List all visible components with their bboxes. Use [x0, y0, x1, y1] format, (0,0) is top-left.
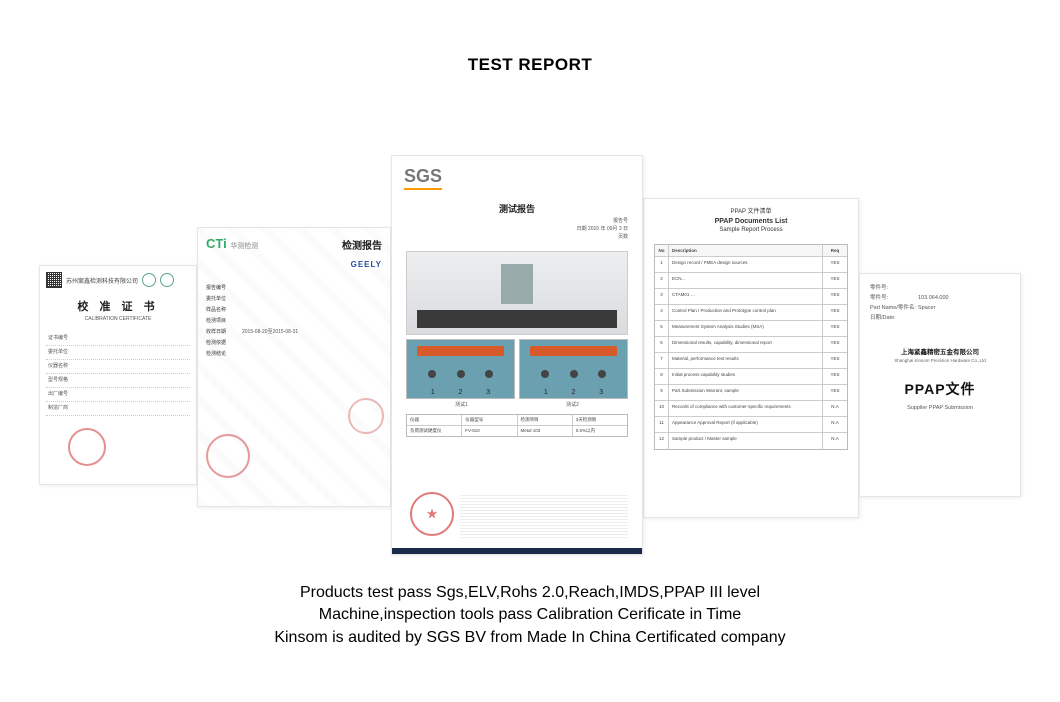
doc1-subtitle: CALIBRATION CERTIFICATE	[46, 316, 190, 322]
table-row: 8Initial process capability studiesYES	[655, 369, 847, 385]
doc5-subtitle: Supplier PPAP Submission	[870, 405, 1010, 411]
table-row: 6Dimensional results, capability, dimens…	[655, 337, 847, 353]
doc-ppap-cover: 零件号: 零件号:103.064.000 Part Name/零件名:Space…	[859, 273, 1021, 497]
sgs-logo: SGS	[404, 166, 442, 190]
footer-line: Products test pass Sgs,ELV,Rohs 2.0,Reac…	[0, 582, 1060, 604]
table-row: 11Appearance Approval Report (if applica…	[655, 417, 847, 433]
table-row: 4Control Plan / Production and Prototype…	[655, 305, 847, 321]
badge-icon	[160, 273, 174, 287]
doc-cti: CTi 华测检测 检测报告 GEELY 报告编号 委托单位 样品名称 检测项目 …	[197, 227, 391, 507]
badge-icon	[142, 273, 156, 287]
sample-images: 1 2 3 1 2 3	[406, 339, 628, 399]
doc4-header: PPAP 文件清单 PPAP Documents List Sample Rep…	[654, 209, 848, 234]
doc1-field: 制造厂商	[46, 402, 190, 416]
sample-right: 1 2 3	[519, 339, 628, 399]
doc5-title: PPAP文件	[870, 379, 1010, 399]
doc3-title: 测试报告	[392, 202, 642, 215]
doc1-header: 苏州案鑫检测科技有限公司	[66, 276, 138, 285]
sample-left: 1 2 3	[406, 339, 515, 399]
doc3-footer-bar	[392, 548, 642, 554]
doc3-meta: 报告号 日期 2015 年 09月 3 日 页数	[392, 215, 642, 243]
doc1-field: 仪器名称	[46, 360, 190, 374]
table-row: 5Measurement System Analysis Studies (MS…	[655, 321, 847, 337]
footer-line: Kinsom is audited by SGS BV from Made In…	[0, 627, 1060, 649]
doc2-fields: 报告编号 委托单位 样品名称 检测项目 收样日期2015-08-20至2015-…	[206, 283, 382, 360]
stamp-icon	[348, 398, 384, 434]
doc2-brand: GEELY	[206, 260, 382, 269]
table-row: 2ECN…YES	[655, 273, 847, 289]
doc1-title: 校 准 证 书	[46, 298, 190, 314]
doc5-meta: 零件号: 零件号:103.064.000 Part Name/零件名:Space…	[870, 284, 1010, 324]
doc1-field: 证书编号	[46, 332, 190, 346]
doc3-footnotes	[460, 494, 628, 538]
table-row: 10Records of compliance with customer-sp…	[655, 401, 847, 417]
doc1-fields: 证书编号 委托单位 仪器名称 型号规格 出厂编号 制造厂商	[46, 332, 190, 416]
doc-calibration: 苏州案鑫检测科技有限公司 校 准 证 书 CALIBRATION CERTIFI…	[39, 265, 197, 485]
qr-icon	[46, 272, 62, 288]
doc5-company: 上海紧鑫精密五金有限公司 Shanghai Kinsom Precision H…	[870, 346, 1010, 363]
table-row: 12Sample product / Master sampleN.A	[655, 433, 847, 449]
footer-line: Machine,inspection tools pass Calibratio…	[0, 604, 1060, 626]
doc1-field: 出厂编号	[46, 388, 190, 402]
stamp-icon	[68, 428, 106, 466]
doc3-table: 仪器 仪器型号 检测项目 3天检测限 负荷测试硬度仪 FV-810 Metal …	[406, 414, 628, 437]
doc4-table: No Description Req 1Design record / FMEA…	[654, 244, 848, 450]
table-row: 9Part Submission Warrant, sampleYES	[655, 385, 847, 401]
table-row: 1Design record / FMEA design sourcesYES	[655, 257, 847, 273]
page-title: TEST REPORT	[0, 55, 1060, 75]
stamp-icon	[206, 434, 250, 478]
doc-sgs: SGS 测试报告 报告号 日期 2015 年 09月 3 日 页数 1 2 3	[391, 155, 643, 555]
doc-ppap-list: PPAP 文件清单 PPAP Documents List Sample Rep…	[643, 198, 859, 518]
table-row: 7Material, performance test resultsYES	[655, 353, 847, 369]
table-row: 3CTAM01 …YES	[655, 289, 847, 305]
doc1-field: 委托单位	[46, 346, 190, 360]
stamp-star-icon	[410, 492, 454, 536]
machine-photo-placeholder	[406, 251, 628, 335]
footer-text: Products test pass Sgs,ELV,Rohs 2.0,Reac…	[0, 582, 1060, 649]
sample-labels: 测试1 测试2	[406, 401, 628, 408]
documents-row: 苏州案鑫检测科技有限公司 校 准 证 书 CALIBRATION CERTIFI…	[4, 150, 1056, 560]
doc1-field: 型号规格	[46, 374, 190, 388]
